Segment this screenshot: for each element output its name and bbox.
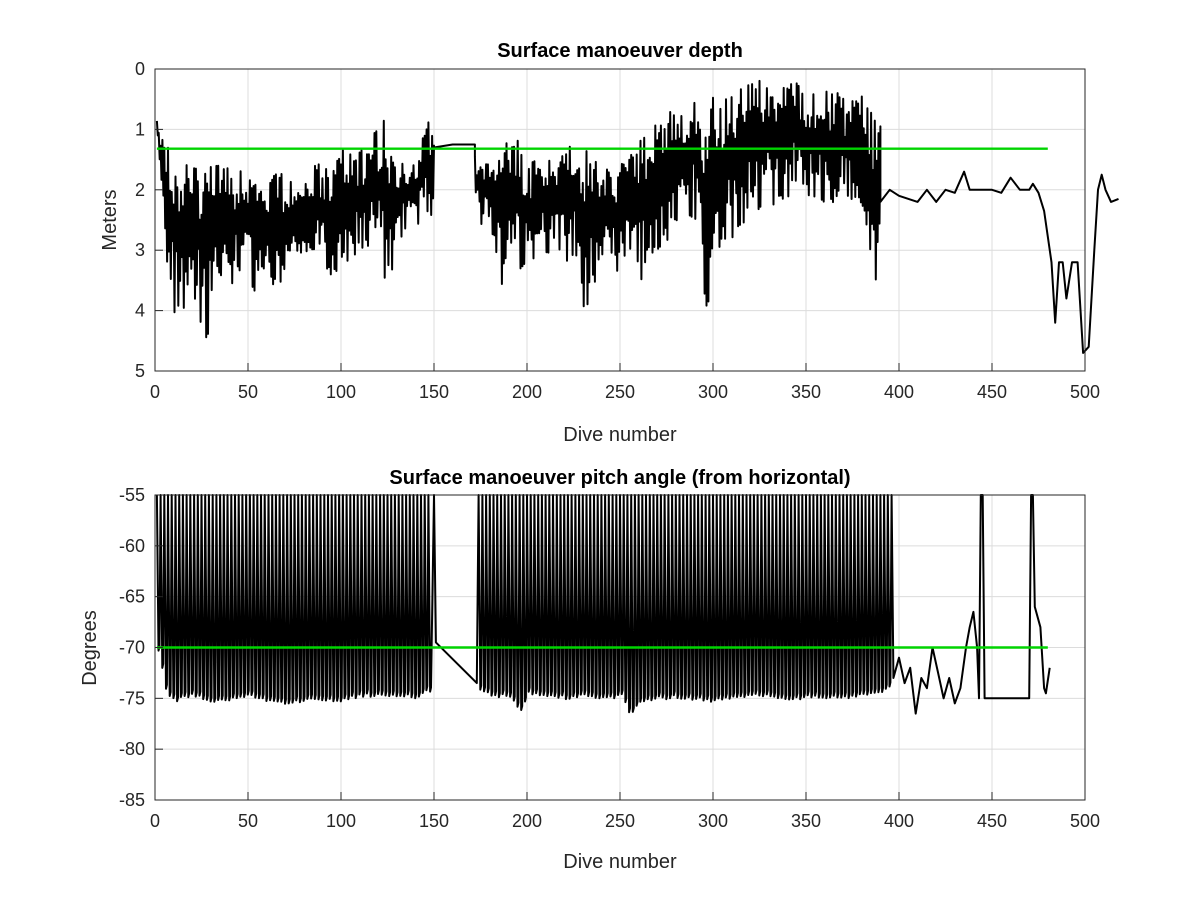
x-tick-label: 0 xyxy=(150,382,160,402)
pitch-y-axis-label: Degrees xyxy=(79,610,101,686)
x-tick-label: 450 xyxy=(977,382,1007,402)
depth-x-axis-label: Dive number xyxy=(563,424,677,446)
x-tick-label: 300 xyxy=(698,811,728,831)
y-tick-label: -55 xyxy=(119,485,145,505)
depth-y-ticks: 0 1 2 3 4 5 xyxy=(135,59,163,381)
pitch-x-axis-label: Dive number xyxy=(563,851,677,873)
y-tick-label: 0 xyxy=(135,59,145,79)
y-tick-label: -80 xyxy=(119,739,145,759)
y-tick-label: 2 xyxy=(135,180,145,200)
x-tick-label: 200 xyxy=(512,811,542,831)
x-tick-label: 350 xyxy=(791,811,821,831)
y-tick-label: -70 xyxy=(119,638,145,658)
pitch-plot-area xyxy=(155,494,1051,715)
x-tick-label: 500 xyxy=(1070,382,1100,402)
x-tick-label: 100 xyxy=(326,382,356,402)
x-tick-label: 100 xyxy=(326,811,356,831)
x-tick-label: 200 xyxy=(512,382,542,402)
depth-chart-title: Surface manoeuver depth xyxy=(497,40,743,62)
x-tick-label: 350 xyxy=(791,382,821,402)
x-tick-label: 400 xyxy=(884,382,914,402)
pitch-y-ticks: -55 -60 -65 -70 -75 -80 -85 xyxy=(119,485,163,810)
y-tick-label: 5 xyxy=(135,361,145,381)
y-tick-label: -60 xyxy=(119,536,145,556)
x-tick-label: 250 xyxy=(605,382,635,402)
x-tick-label: 50 xyxy=(238,382,258,402)
depth-x-ticks: 0 50 100 150 200 250 300 350 400 450 500 xyxy=(150,363,1100,402)
depth-chart: Surface manoeuver depth 0 50 100 150 200 250 3… xyxy=(99,40,1119,446)
depth-plot-area xyxy=(155,79,1119,354)
pitch-chart: Surface manoeuver pitch angle (from hori… xyxy=(79,467,1100,873)
pitch-x-ticks: 0 50 100 150 200 250 300 350 400 450 500 xyxy=(150,792,1100,831)
x-tick-label: 400 xyxy=(884,811,914,831)
y-tick-label: 4 xyxy=(135,301,145,321)
y-tick-label: -85 xyxy=(119,790,145,810)
x-tick-label: 450 xyxy=(977,811,1007,831)
depth-y-axis-label: Meters xyxy=(99,189,121,250)
x-tick-label: 300 xyxy=(698,382,728,402)
y-tick-label: -75 xyxy=(119,688,145,708)
series-line xyxy=(155,79,1119,354)
x-tick-label: 150 xyxy=(419,811,449,831)
x-tick-label: 50 xyxy=(238,811,258,831)
y-tick-label: 1 xyxy=(135,119,145,139)
y-tick-label: 3 xyxy=(135,240,145,260)
x-tick-label: 500 xyxy=(1070,811,1100,831)
x-tick-label: 0 xyxy=(150,811,160,831)
pitch-chart-title: Surface manoeuver pitch angle (from hori… xyxy=(389,467,850,489)
y-tick-label: -65 xyxy=(119,587,145,607)
series-line xyxy=(155,494,1051,715)
x-tick-label: 250 xyxy=(605,811,635,831)
x-tick-label: 150 xyxy=(419,382,449,402)
